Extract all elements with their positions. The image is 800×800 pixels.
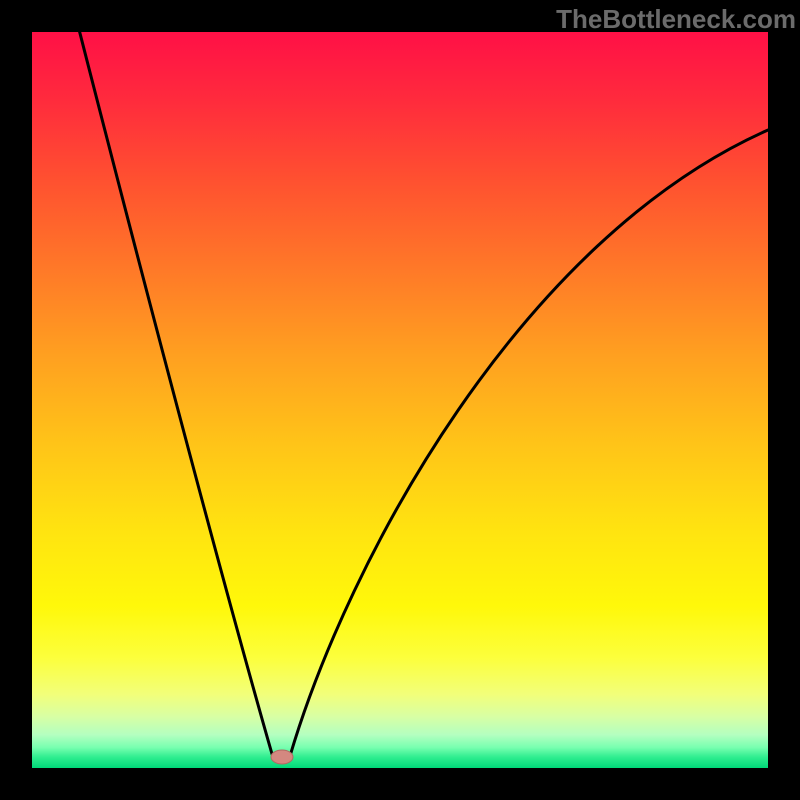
- optimal-point-marker: [271, 750, 293, 764]
- curve-overlay: [0, 0, 800, 800]
- bottleneck-curve-descend: [72, 2, 272, 754]
- watermark-text: TheBottleneck.com: [556, 4, 796, 35]
- bottleneck-curve-ascend: [290, 130, 768, 756]
